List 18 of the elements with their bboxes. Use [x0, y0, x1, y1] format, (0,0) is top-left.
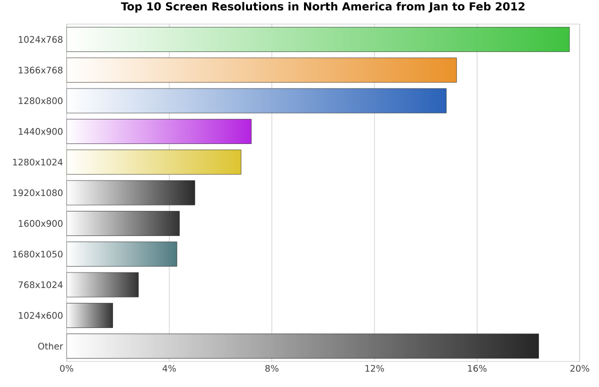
y-tick-label: 1024x600 — [18, 312, 62, 319]
x-tick-label: 8% — [265, 364, 278, 372]
y-tick-label: 1920x1080 — [13, 189, 62, 196]
y-tick-label: 1440x900 — [18, 128, 62, 135]
x-tick-label: 20% — [570, 364, 590, 372]
y-tick-label: 1280x1024 — [13, 158, 63, 166]
y-tick-label: 1600x900 — [18, 220, 62, 227]
y-tick-label: 1366x768 — [18, 66, 62, 74]
x-tick-label: 0% — [60, 364, 74, 372]
y-tick-label: 1024x768 — [18, 36, 62, 43]
x-tick-label: 16% — [468, 364, 487, 372]
y-tick-label: 768x1024 — [18, 281, 63, 288]
x-tick-label: 4% — [162, 364, 176, 372]
y-tick-label: 1280x800 — [18, 97, 62, 104]
y-tick-label: 1680x1050 — [13, 250, 62, 258]
x-tick-label: 12% — [366, 364, 384, 372]
chart-title: Top 10 Screen Resolutions in North America from Jan to Feb 2012 — [120, 2, 524, 13]
y-tick-label: Other — [38, 342, 64, 350]
